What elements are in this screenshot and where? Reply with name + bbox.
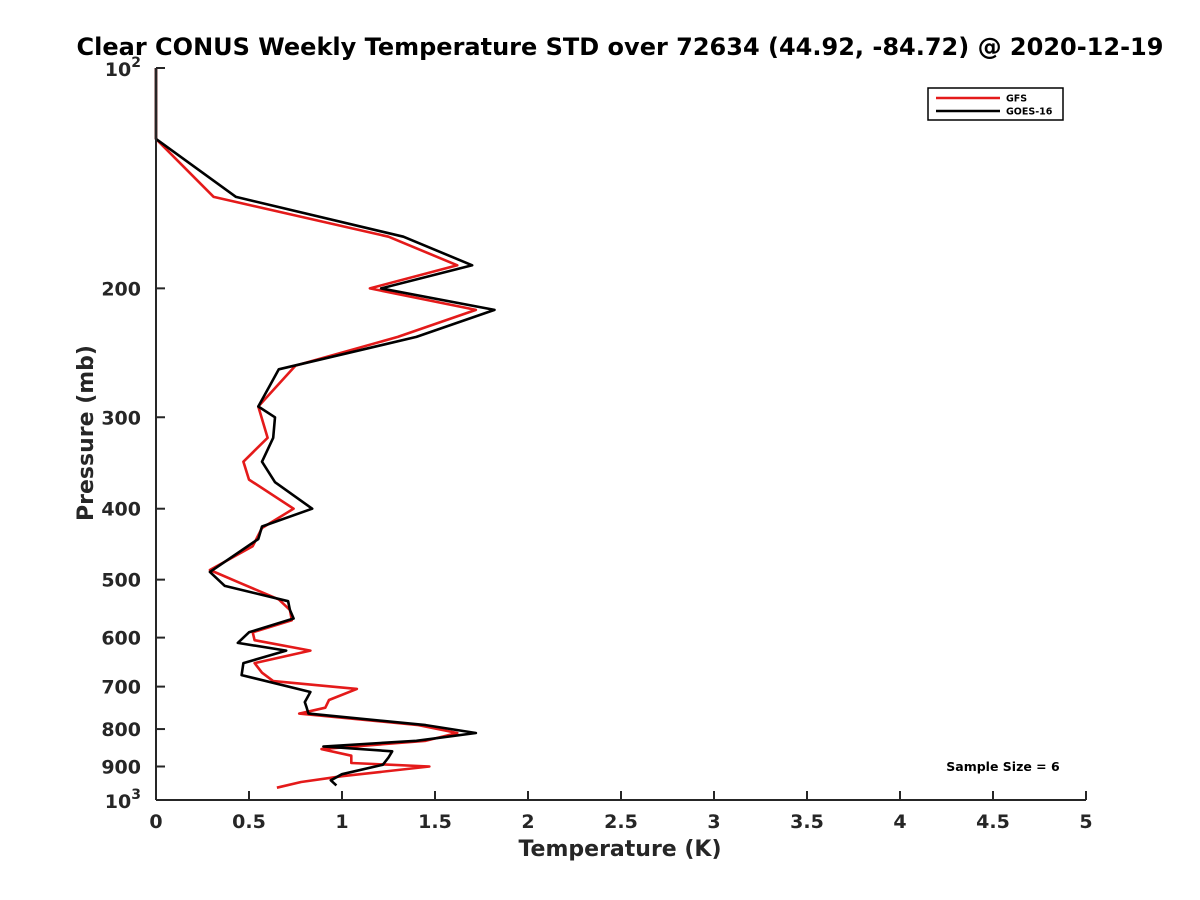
y-tick-label: 600 <box>101 628 141 650</box>
series-line-gfs <box>154 68 478 789</box>
x-tick-label: 4.5 <box>976 811 1010 833</box>
x-tick-label: 0 <box>149 811 162 833</box>
x-tick-label: 5 <box>1079 811 1092 833</box>
legend-label: GFS <box>1006 94 1027 105</box>
sample-size-annotation: Sample Size = 6 <box>946 759 1060 774</box>
x-axis-ticks: 0 0.5 1 1.5 2 2.5 3 3.5 4 4.5 5 <box>149 791 1093 833</box>
series-line-goes-16 <box>154 68 496 787</box>
legend-box <box>927 87 1064 121</box>
y-tick-label: 700 <box>101 677 141 699</box>
x-tick-label: 2 <box>521 811 534 833</box>
y-tick-label: 400 <box>101 499 141 521</box>
legend-label: GOES-16 <box>1006 107 1053 118</box>
y-axis-ticks: 102 200 300 400 500 600 700 800 900 103 <box>101 55 165 813</box>
y-tick-label: 300 <box>101 407 141 429</box>
y-tick-label: 103 <box>105 787 141 813</box>
x-tick-label: 2.5 <box>604 811 638 833</box>
axes <box>155 68 1086 801</box>
x-tick-label: 0.5 <box>232 811 266 833</box>
x-tick-label: 4 <box>893 811 906 833</box>
y-tick-label: 500 <box>101 570 141 592</box>
series-layer <box>154 68 496 789</box>
y-axis-label: Pressure (mb) <box>74 345 99 521</box>
y-tick-label: 200 <box>101 278 141 300</box>
chart-title: Clear CONUS Weekly Temperature STD over … <box>77 33 1164 61</box>
x-tick-label: 1 <box>335 811 348 833</box>
y-tick-label: 102 <box>105 55 141 81</box>
y-tick-label: 900 <box>101 757 141 779</box>
x-axis-label: Temperature (K) <box>518 837 721 862</box>
x-tick-label: 1.5 <box>418 811 452 833</box>
y-tick-label: 800 <box>101 719 141 741</box>
x-tick-label: 3.5 <box>790 811 824 833</box>
x-tick-label: 3 <box>707 811 720 833</box>
legend: GFS GOES-16 <box>927 87 1064 121</box>
